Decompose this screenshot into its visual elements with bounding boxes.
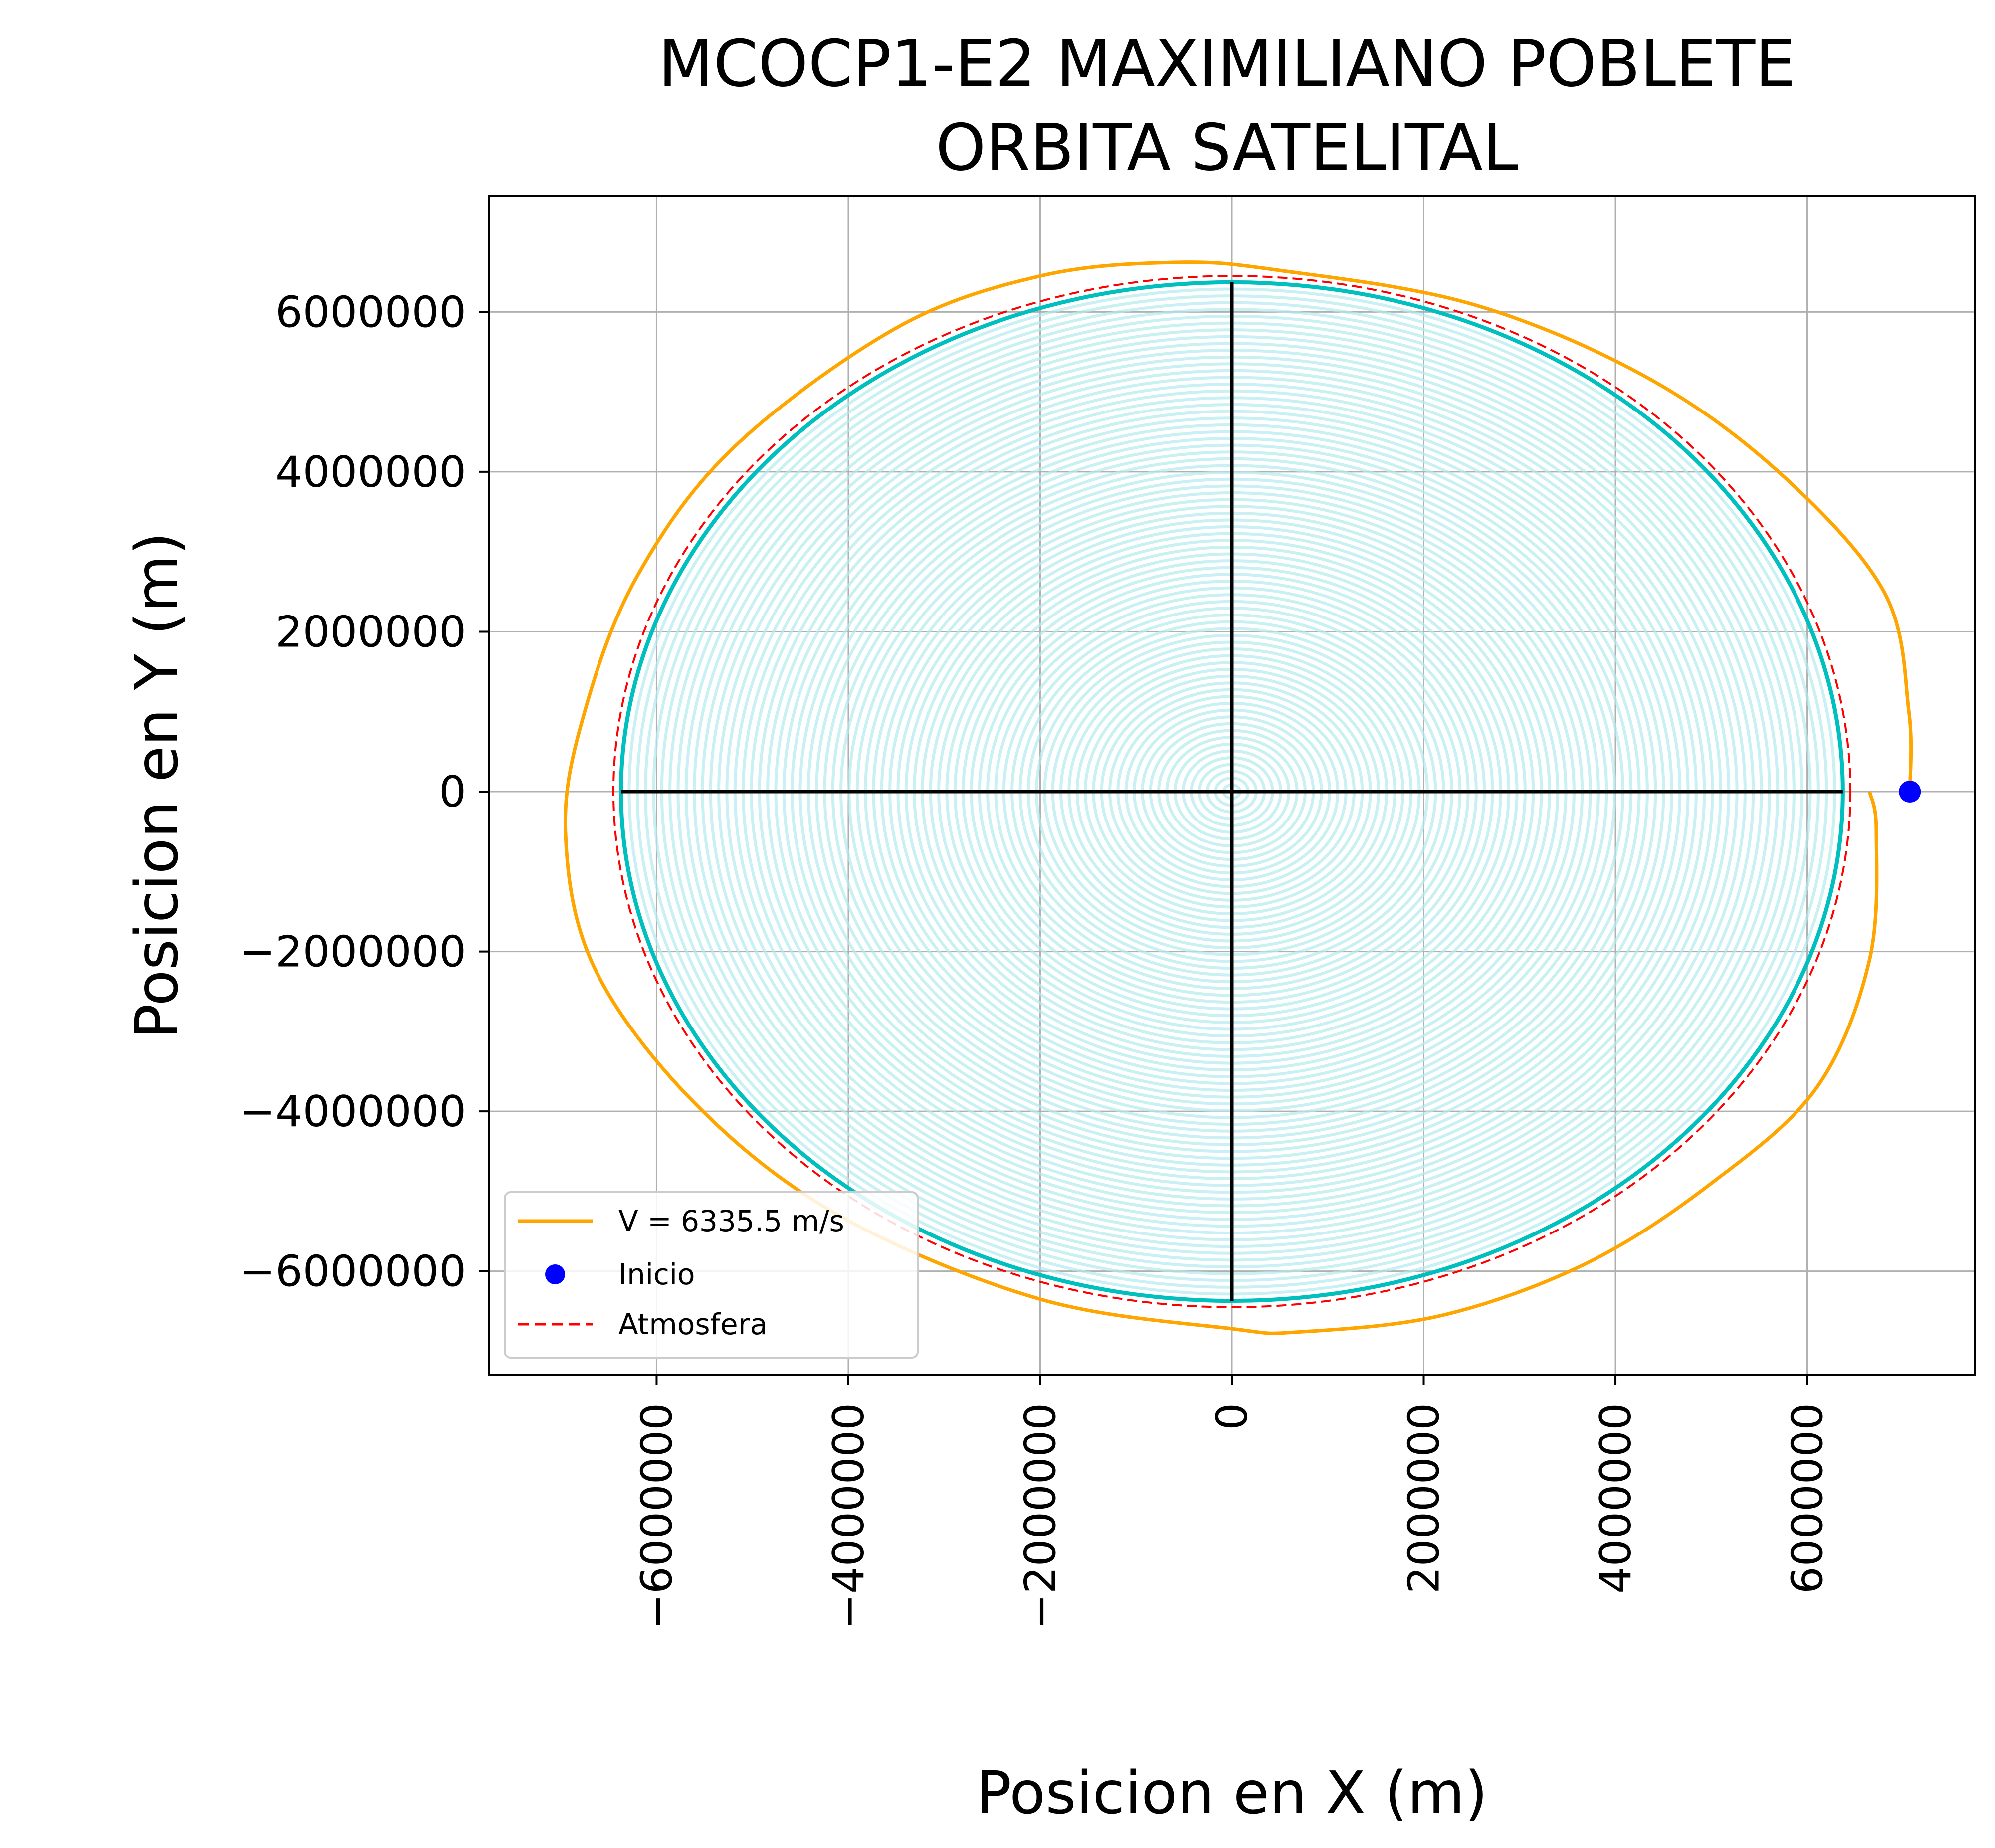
y-tick-label-2: −2000000 — [239, 927, 466, 977]
atmosphere-circle — [612, 275, 1852, 1308]
legend-label-atmosphere: Atmosfera — [618, 1307, 768, 1341]
legend-label-orbit: V = 6335.5 m/s — [618, 1204, 844, 1238]
series-lines — [563, 260, 1921, 1335]
x-tick-label-4: 2000000 — [1399, 1403, 1449, 1594]
x-tick-label-6: 6000000 — [1783, 1403, 1833, 1594]
x-axis-label: Posicion en X (m) — [976, 1758, 1488, 1827]
y-tick-label-1: −4000000 — [239, 1087, 466, 1137]
x-tick-label-5: 4000000 — [1591, 1403, 1641, 1594]
legend-box — [504, 1191, 919, 1359]
legend: V = 6335.5 m/s Inicio Atmosfera — [504, 1191, 919, 1359]
legend-label-start: Inicio — [618, 1257, 695, 1291]
chart-subtitle: ORBITA SATELITAL — [936, 111, 1518, 185]
legend-swatch-start — [545, 1264, 565, 1284]
orbit-trajectory — [563, 260, 1913, 1335]
y-tick-label-4: 2000000 — [275, 607, 466, 657]
y-tick-label-0: −6000000 — [239, 1247, 466, 1297]
x-tick-label-2: −2000000 — [1015, 1403, 1065, 1630]
earth-disc — [619, 280, 1845, 1303]
start-marker — [1899, 781, 1921, 803]
x-tick-label-1: −4000000 — [824, 1403, 874, 1630]
y-tick-label-6: 6000000 — [275, 287, 466, 337]
chart-title: MCOCP1-E2 MAXIMILIANO POBLETE — [658, 27, 1796, 101]
y-tick-label-5: 4000000 — [275, 447, 466, 497]
x-tick-label-3: 0 — [1207, 1403, 1257, 1430]
y-axis-label: Posicion en Y (m) — [122, 532, 191, 1039]
axis-ticks: −6000000 −4000000 −2000000 0 2000000 4000000 6… — [239, 287, 1833, 1630]
x-tick-label-0: −6000000 — [632, 1403, 682, 1630]
y-tick-label-3: 0 — [439, 767, 466, 817]
